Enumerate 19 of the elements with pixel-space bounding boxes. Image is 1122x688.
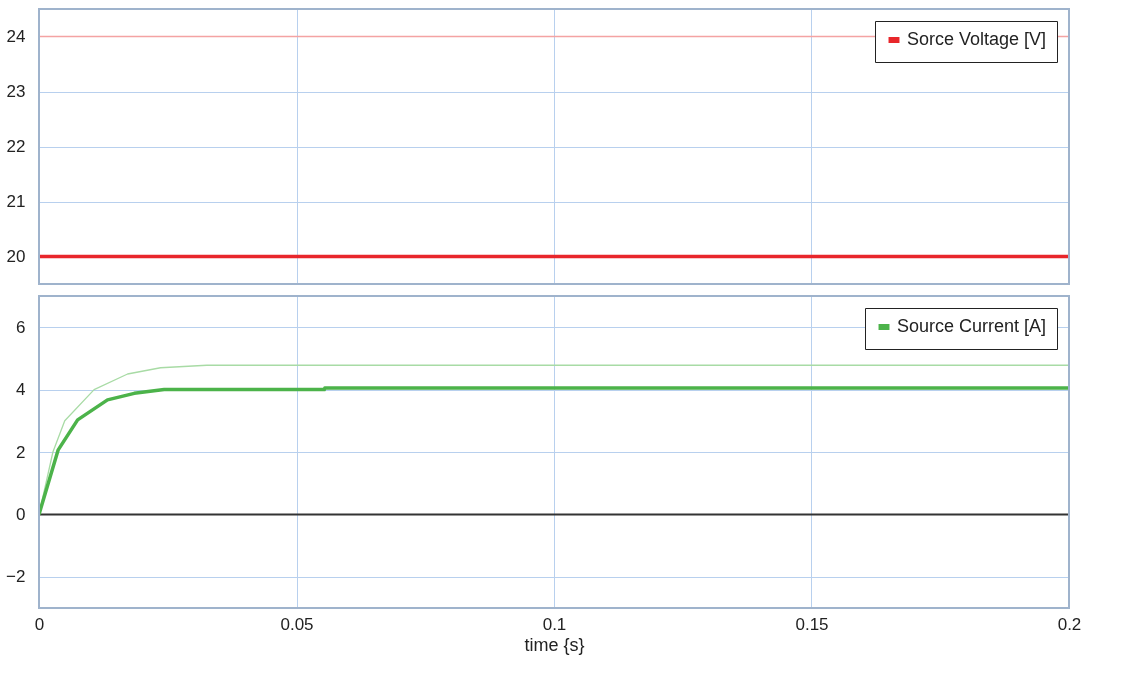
y-tick-label: −2 <box>6 567 26 587</box>
x-axis-title: time {s} <box>524 634 585 655</box>
legend-label: Source Current [A] <box>897 316 1047 336</box>
y-tick-label: 0 <box>16 504 26 524</box>
x-tick-label: 0.1 <box>542 614 567 634</box>
y-tick-label: 24 <box>6 27 26 46</box>
y-tick-label: 4 <box>16 380 26 400</box>
y-tick-label: 21 <box>6 192 26 211</box>
y-tick-label: 6 <box>16 317 26 337</box>
legend-label: Sorce Voltage [V] <box>907 29 1047 49</box>
y-tick-label: 20 <box>6 247 26 266</box>
x-tick-label: 0 <box>34 614 45 634</box>
y-tick-label: 22 <box>6 137 26 156</box>
y-tick-label: 2 <box>16 442 26 462</box>
x-tick-label: 0.2 <box>1057 614 1082 634</box>
x-tick-label: 0.15 <box>795 614 829 634</box>
x-tick-label: 0.05 <box>280 614 314 634</box>
y-tick-label: 23 <box>6 82 26 101</box>
line-series <box>39 386 1069 517</box>
